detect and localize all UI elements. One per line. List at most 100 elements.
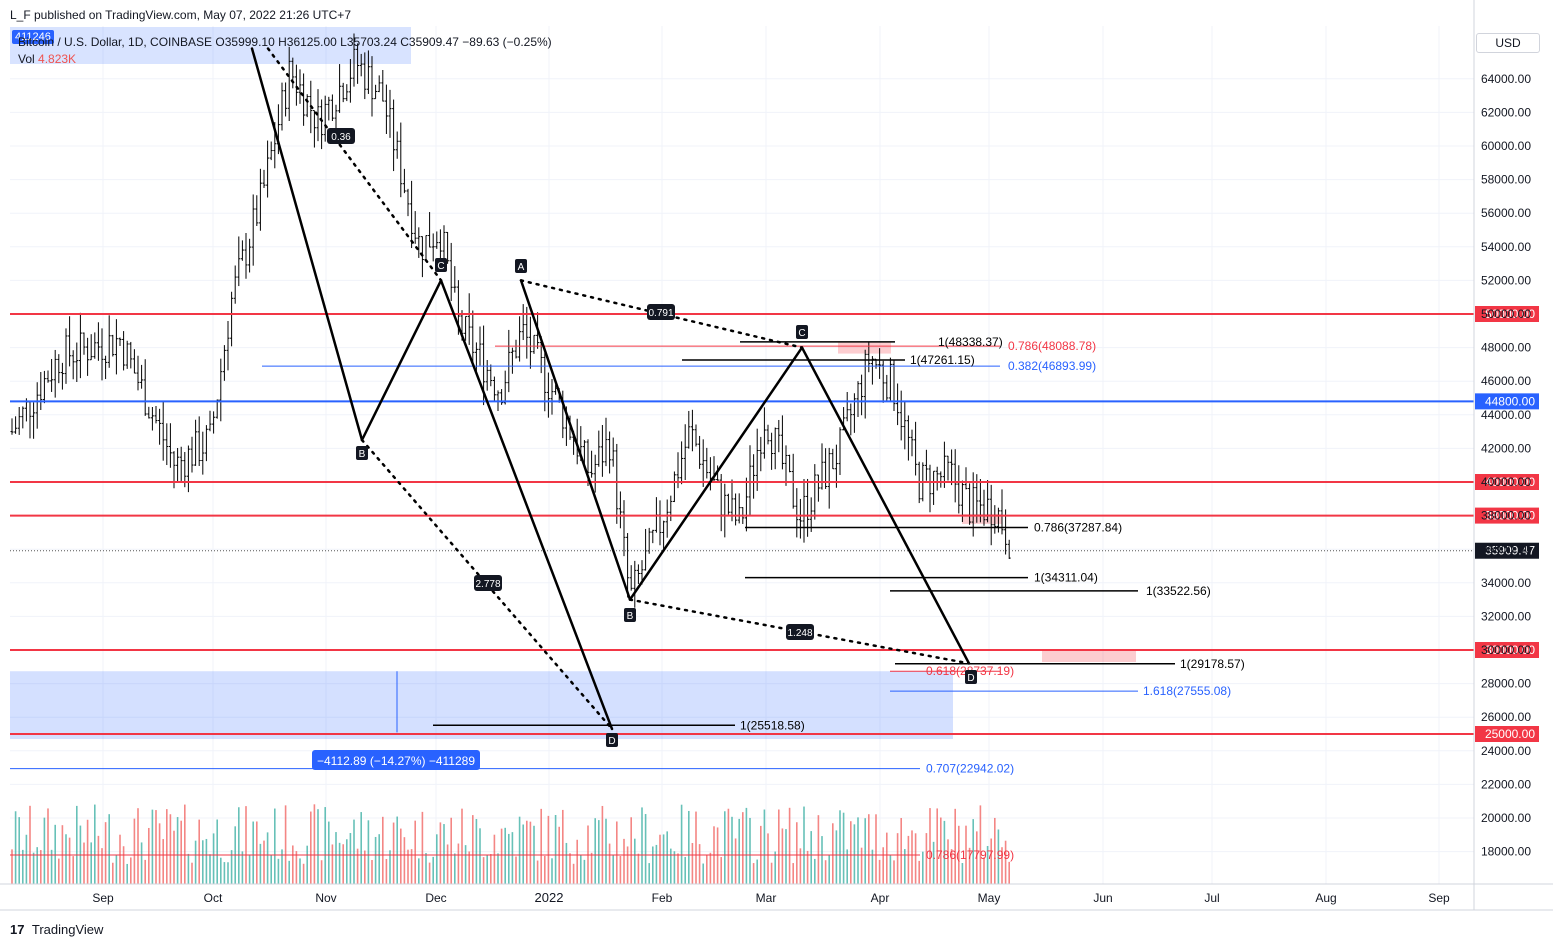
volume-bar bbox=[43, 817, 46, 884]
candle bbox=[550, 379, 554, 415]
volume-bar bbox=[166, 809, 168, 884]
volume-bar bbox=[475, 818, 478, 884]
volume-bar bbox=[529, 821, 532, 884]
volume-value: 4.823K bbox=[38, 52, 77, 66]
volume-bar bbox=[864, 818, 866, 884]
volume-bar bbox=[482, 857, 485, 884]
price-tick-label: 40000.00 bbox=[1481, 475, 1531, 489]
candle bbox=[773, 427, 777, 470]
candle bbox=[942, 441, 946, 488]
candle bbox=[89, 334, 93, 361]
volume-bar bbox=[565, 842, 568, 884]
volume-bar bbox=[824, 860, 827, 884]
pattern-point-label: B bbox=[627, 611, 634, 622]
volume-bar bbox=[616, 821, 618, 884]
pattern-point-tag bbox=[435, 258, 447, 272]
candle bbox=[471, 310, 475, 366]
volume-bar bbox=[14, 811, 17, 884]
level-tag-label: 44800.00 bbox=[1485, 394, 1535, 408]
volume-bar bbox=[846, 849, 848, 884]
volume-bar bbox=[389, 850, 391, 884]
candle bbox=[705, 447, 709, 479]
candle bbox=[381, 69, 385, 102]
price-tick-label: 52000.00 bbox=[1481, 273, 1531, 287]
candle bbox=[305, 94, 309, 118]
candle bbox=[507, 329, 511, 393]
candle bbox=[323, 95, 327, 142]
ratio-tag bbox=[474, 575, 502, 591]
volume-bar bbox=[792, 863, 794, 884]
candle bbox=[644, 528, 648, 571]
candle bbox=[878, 348, 882, 379]
volume-bar bbox=[385, 858, 388, 884]
volume-bar bbox=[803, 806, 805, 884]
volume-bar bbox=[724, 811, 726, 884]
volume-bar bbox=[364, 850, 366, 884]
candle bbox=[964, 467, 968, 490]
volume-bar bbox=[346, 839, 348, 884]
fib-label: 1(34311.04) bbox=[1034, 571, 1098, 585]
candle bbox=[190, 436, 194, 473]
candle bbox=[726, 493, 730, 515]
currency-button[interactable]: USD bbox=[1476, 33, 1540, 53]
volume-bar bbox=[180, 820, 182, 884]
candle bbox=[831, 448, 835, 470]
red-highlight-zone bbox=[838, 342, 891, 354]
volume-bar bbox=[403, 837, 406, 884]
volume-bar bbox=[670, 848, 672, 884]
candle bbox=[237, 236, 241, 287]
volume-legend: Vol 4.823K bbox=[18, 52, 76, 66]
candle bbox=[849, 403, 853, 436]
volume-bar bbox=[904, 849, 906, 884]
volume-bar bbox=[738, 818, 740, 884]
candle bbox=[122, 331, 126, 371]
pattern-point-label: A bbox=[518, 262, 525, 273]
volume-bar bbox=[828, 854, 830, 884]
candle bbox=[698, 435, 702, 469]
candle bbox=[946, 455, 950, 481]
volume-bar bbox=[263, 840, 265, 884]
candle bbox=[107, 315, 111, 368]
chart-grid bbox=[10, 26, 1474, 884]
candle bbox=[752, 454, 756, 499]
volume-bar bbox=[907, 835, 910, 884]
candle bbox=[701, 439, 705, 487]
volume-bar bbox=[774, 851, 776, 884]
volume-bar bbox=[562, 809, 564, 884]
candle bbox=[770, 432, 774, 470]
volume-bar bbox=[25, 834, 28, 884]
volume-bar bbox=[922, 851, 924, 884]
volume-bar bbox=[947, 839, 949, 884]
volume-bar bbox=[716, 827, 719, 884]
candle bbox=[284, 82, 288, 117]
volume-bar bbox=[313, 804, 316, 884]
volume-bar bbox=[734, 838, 737, 884]
volume-bar bbox=[965, 825, 967, 884]
volume-bar bbox=[871, 849, 874, 884]
candle bbox=[147, 406, 151, 419]
volume-bar bbox=[972, 819, 974, 884]
candle bbox=[518, 316, 522, 362]
time-tick-label: 2022 bbox=[535, 890, 564, 905]
volume-bar bbox=[698, 844, 701, 884]
candle bbox=[939, 471, 943, 488]
candle bbox=[748, 445, 752, 516]
volume-bar bbox=[126, 863, 128, 884]
volume-bar bbox=[173, 830, 175, 884]
chart-axes: 64000.00 62000.00 60000.00 58000.00 56000.00… bbox=[0, 0, 1553, 911]
fib-label: 1(29178.57) bbox=[1180, 657, 1245, 671]
price-badge: 411246 bbox=[12, 30, 54, 44]
volume-bar bbox=[655, 844, 658, 884]
volume-bar bbox=[360, 812, 362, 884]
candle bbox=[611, 437, 615, 467]
candle bbox=[348, 59, 352, 103]
volume-bar bbox=[832, 823, 834, 884]
candle bbox=[500, 389, 504, 405]
volume-bar bbox=[526, 820, 528, 884]
volume-bar bbox=[806, 850, 809, 884]
volume-bar bbox=[637, 853, 640, 884]
volume-bar bbox=[252, 821, 254, 884]
candle bbox=[608, 431, 612, 474]
fib-label: 0.786(48088.78) bbox=[1008, 339, 1096, 353]
